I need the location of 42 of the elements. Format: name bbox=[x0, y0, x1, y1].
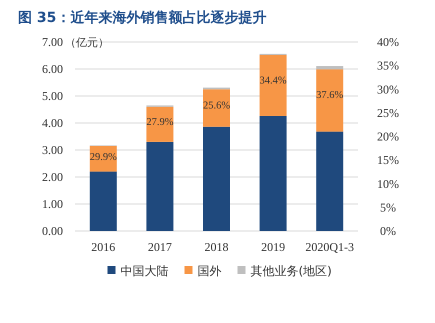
legend-label: 国外 bbox=[198, 264, 222, 278]
y-tick-label: 5.00 bbox=[42, 89, 63, 103]
bar bbox=[316, 132, 344, 231]
y2-tick-label: 15% bbox=[377, 153, 399, 168]
bar bbox=[260, 54, 287, 116]
annotation: 37.6% bbox=[316, 90, 344, 102]
y2-tick-label: 40% bbox=[377, 35, 399, 49]
annotation: 34.4% bbox=[260, 75, 287, 86]
y2-tick-label: 25% bbox=[377, 106, 399, 120]
annotation: 25.6% bbox=[202, 100, 230, 112]
y-tick-label: 6.00 bbox=[42, 62, 63, 76]
bar bbox=[203, 89, 230, 127]
bar bbox=[146, 106, 174, 142]
y-tick-label: 7.00 bbox=[42, 35, 63, 49]
bar bbox=[203, 126, 230, 231]
y-tick-label: 2.00 bbox=[42, 170, 63, 184]
bar bbox=[146, 142, 174, 231]
y2-tick-label: 20% bbox=[377, 130, 399, 144]
bar bbox=[316, 69, 344, 132]
x-tick-label: 2019 bbox=[261, 240, 286, 254]
y-tick-label: 4.00 bbox=[42, 116, 63, 130]
y2-tick-label: 0% bbox=[380, 224, 396, 238]
bar bbox=[260, 116, 287, 231]
y-tick-label: 1.00 bbox=[42, 197, 63, 211]
x-tick-label: 2020Q1-3 bbox=[305, 240, 354, 254]
legend-label: 其他业务(地区) bbox=[250, 264, 332, 278]
y-tick-label: 0.00 bbox=[42, 224, 63, 238]
y2-tick-label: 30% bbox=[377, 82, 399, 96]
y-tick-label: 3.00 bbox=[42, 143, 63, 157]
x-tick-label: 2018 bbox=[204, 240, 228, 254]
x-tick-label: 2016 bbox=[91, 240, 116, 254]
y-axis-title: （亿元） bbox=[65, 36, 109, 49]
bar bbox=[90, 172, 117, 231]
y2-tick-label: 10% bbox=[377, 176, 399, 191]
y2-tick-label: 5% bbox=[380, 200, 396, 214]
bar bbox=[316, 66, 344, 70]
y2-tick-label: 35% bbox=[377, 58, 399, 73]
annotation: 27.9% bbox=[146, 116, 174, 128]
annotation: 29.9% bbox=[90, 152, 118, 164]
chart-title: 图 35：近年来海外销售额占比逐步提升 bbox=[18, 9, 266, 26]
x-tick-label: 2017 bbox=[148, 240, 172, 254]
legend-label: 中国大陆 bbox=[120, 264, 168, 278]
